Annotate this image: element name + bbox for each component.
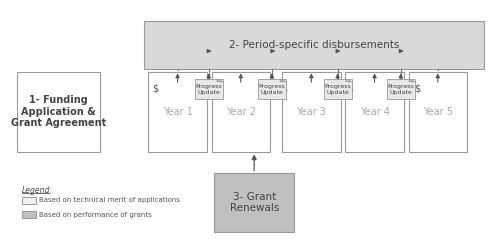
Text: Based on performance of grants: Based on performance of grants <box>40 212 152 218</box>
Text: Year 5: Year 5 <box>423 107 453 117</box>
FancyBboxPatch shape <box>408 72 467 152</box>
Text: Progress
Update: Progress Update <box>388 84 414 95</box>
FancyBboxPatch shape <box>212 72 270 152</box>
Text: $: $ <box>152 84 159 94</box>
FancyBboxPatch shape <box>386 79 415 99</box>
FancyBboxPatch shape <box>144 21 484 69</box>
FancyBboxPatch shape <box>17 72 100 152</box>
Text: Based on technical merit of applications: Based on technical merit of applications <box>40 197 180 203</box>
FancyBboxPatch shape <box>346 72 404 152</box>
FancyBboxPatch shape <box>282 72 341 152</box>
FancyBboxPatch shape <box>22 197 36 204</box>
FancyBboxPatch shape <box>324 79 351 99</box>
Text: $: $ <box>282 84 288 94</box>
FancyBboxPatch shape <box>214 173 294 232</box>
FancyBboxPatch shape <box>258 79 286 99</box>
Text: Progress
Update: Progress Update <box>258 84 285 95</box>
Text: Year 4: Year 4 <box>360 107 390 117</box>
Text: Year 1: Year 1 <box>162 107 192 117</box>
Text: 1- Funding
Application &
Grant Agreement: 1- Funding Application & Grant Agreement <box>11 95 106 128</box>
Polygon shape <box>217 79 223 82</box>
Polygon shape <box>280 79 286 82</box>
FancyBboxPatch shape <box>194 79 223 99</box>
Polygon shape <box>346 79 352 82</box>
Text: Progress
Update: Progress Update <box>196 84 222 95</box>
Text: Year 3: Year 3 <box>296 107 326 117</box>
Text: $: $ <box>217 84 223 94</box>
Text: Progress
Update: Progress Update <box>324 84 351 95</box>
Text: 3- Grant
Renewals: 3- Grant Renewals <box>230 192 279 213</box>
Text: $: $ <box>414 84 420 94</box>
Text: Legend:: Legend: <box>22 186 53 195</box>
FancyBboxPatch shape <box>148 72 207 152</box>
Polygon shape <box>409 79 415 82</box>
Text: Year 2: Year 2 <box>226 107 256 117</box>
Text: $: $ <box>347 84 354 94</box>
FancyBboxPatch shape <box>22 211 36 219</box>
Text: 2- Period-specific disbursements: 2- Period-specific disbursements <box>228 40 399 50</box>
